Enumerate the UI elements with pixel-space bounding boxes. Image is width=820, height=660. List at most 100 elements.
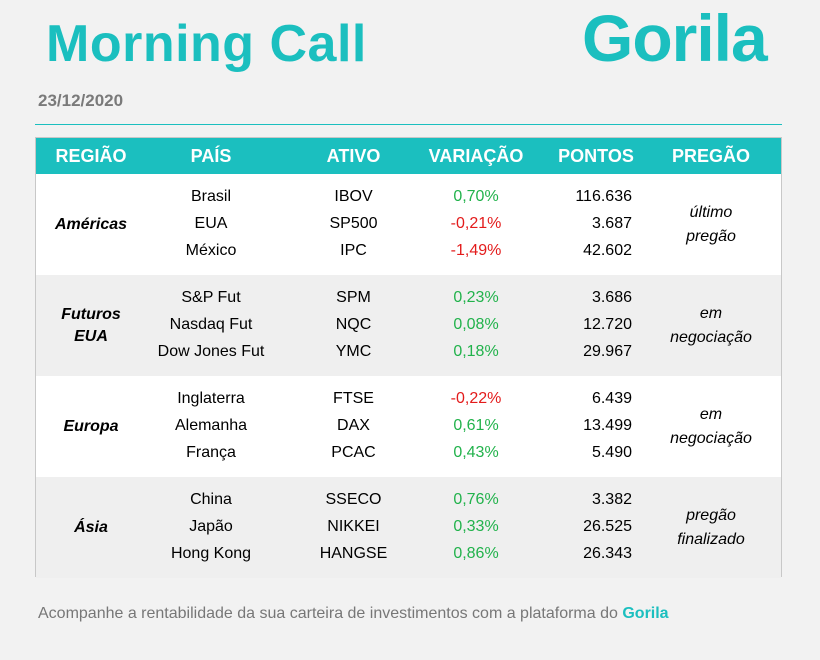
- page-title: Morning Call: [46, 15, 367, 73]
- table-row: Japão NIKKEI 0,33% 26.525: [36, 514, 781, 541]
- country-cell: Dow Jones Fut: [157, 343, 265, 360]
- country-cell: EUA: [194, 215, 228, 232]
- points-cell: 12.720: [583, 316, 632, 333]
- table-row: Brasil IBOV 0,70% 116.636: [36, 184, 781, 211]
- country-cell: Japão: [189, 518, 233, 535]
- footer-text: Acompanhe a rentabilidade da sua carteir…: [38, 605, 623, 622]
- trading-status-line: pregão: [686, 506, 736, 524]
- table-row: China SSECO 0,76% 3.382: [36, 487, 781, 514]
- region-group: Futuros EUA S&P Fut SPM 0,23% 3.686 Nasdaq Fut…: [36, 275, 781, 376]
- region-label-line: Ásia: [74, 518, 108, 536]
- asset-cell: IBOV: [334, 188, 373, 205]
- asset-cell: FTSE: [333, 390, 374, 407]
- table-row: Alemanha DAX 0,61% 13.499: [36, 413, 781, 440]
- region-label: Futuros EUA: [36, 275, 146, 376]
- variation-cell: 0,70%: [453, 188, 499, 205]
- col-header-regiao: REGIÃO: [55, 146, 127, 166]
- gorila-logo: Gorila: [582, 1, 768, 75]
- country-cell: China: [190, 491, 232, 508]
- asset-cell: DAX: [337, 417, 370, 434]
- asset-cell: YMC: [335, 343, 372, 360]
- asset-cell: NIKKEI: [327, 518, 380, 535]
- trading-status: em negociação: [646, 275, 776, 376]
- region-label-line: Américas: [54, 215, 128, 233]
- asset-cell: IPC: [340, 242, 367, 259]
- country-cell: México: [185, 242, 237, 259]
- points-cell: 13.499: [583, 417, 632, 434]
- variation-cell: 0,43%: [453, 444, 499, 461]
- header-divider: [35, 124, 782, 125]
- variation-cell: 0,61%: [453, 417, 499, 434]
- trading-status-line: em: [699, 304, 723, 322]
- country-cell: Brasil: [190, 188, 231, 205]
- asset-cell: SSECO: [325, 491, 382, 508]
- table-row: Hong Kong HANGSE 0,86% 26.343: [36, 541, 781, 568]
- variation-cell: 0,86%: [453, 545, 499, 562]
- trading-status-line: em: [699, 405, 723, 423]
- table-row: México IPC -1,49% 42.602: [36, 238, 781, 265]
- region-label: Europa: [36, 376, 146, 477]
- points-cell: 26.343: [583, 545, 632, 562]
- country-cell: França: [186, 444, 236, 461]
- country-cell: Alemanha: [174, 417, 248, 434]
- points-cell: 6.439: [591, 390, 632, 407]
- asset-cell: HANGSE: [319, 545, 388, 562]
- variation-cell: 0,18%: [453, 343, 499, 360]
- country-cell: Inglaterra: [177, 390, 245, 407]
- variation-cell: 0,23%: [453, 289, 499, 306]
- points-cell: 5.490: [591, 444, 632, 461]
- points-cell: 3.382: [591, 491, 632, 508]
- trading-status: pregão finalizado: [646, 477, 776, 578]
- points-cell: 116.636: [575, 188, 632, 205]
- variation-cell: 0,76%: [453, 491, 499, 508]
- table-row: Inglaterra FTSE -0,22% 6.439: [36, 386, 781, 413]
- country-cell: Hong Kong: [170, 545, 252, 562]
- footer-note: Acompanhe a rentabilidade da sua carteir…: [38, 605, 669, 623]
- points-cell: 26.525: [583, 518, 632, 535]
- region-label-line: Europa: [63, 417, 119, 435]
- trading-status-line: último: [689, 203, 733, 221]
- table-row: Nasdaq Fut NQC 0,08% 12.720: [36, 312, 781, 339]
- region-label-line: EUA: [74, 327, 108, 345]
- variation-cell: -1,49%: [450, 242, 502, 259]
- points-cell: 3.687: [591, 215, 632, 232]
- variation-cell: 0,33%: [453, 518, 499, 535]
- region-group: Ásia China SSECO 0,76% 3.382 Japão NIKKEI 0,33%…: [36, 477, 781, 578]
- trading-status: em negociação: [646, 376, 776, 477]
- points-cell: 29.967: [583, 343, 632, 360]
- report-date: 23/12/2020: [38, 91, 124, 110]
- table-row: França PCAC 0,43% 5.490: [36, 440, 781, 467]
- asset-cell: NQC: [335, 316, 372, 333]
- table-row: S&P Fut SPM 0,23% 3.686: [36, 285, 781, 312]
- region-label: Ásia: [36, 477, 146, 578]
- points-cell: 42.602: [583, 242, 632, 259]
- col-header-pontos: PONTOS: [558, 146, 634, 166]
- trading-status-line: negociação: [670, 328, 752, 346]
- asset-cell: PCAC: [331, 444, 376, 461]
- table-header: REGIÃO PAÍS ATIVO VARIAÇÃO PONTOS PREGÃO: [36, 138, 781, 174]
- footer-brand: Gorila: [622, 605, 669, 622]
- col-header-pais: PAÍS: [190, 146, 232, 166]
- trading-status-line: negociação: [670, 429, 752, 447]
- variation-cell: 0,08%: [453, 316, 499, 333]
- region-group: Américas Brasil IBOV 0,70% 116.636 EUA SP500 -0…: [36, 174, 781, 275]
- variation-cell: -0,22%: [450, 390, 502, 407]
- points-cell: 3.686: [591, 289, 632, 306]
- country-cell: S&P Fut: [181, 289, 241, 306]
- region-group: Europa Inglaterra FTSE -0,22% 6.439 Alemanha D…: [36, 376, 781, 477]
- trading-status: último pregão: [646, 174, 776, 275]
- market-table: REGIÃO PAÍS ATIVO VARIAÇÃO PONTOS PREGÃO…: [35, 137, 782, 578]
- region-label-line: Futuros: [61, 305, 121, 323]
- country-cell: Nasdaq Fut: [169, 316, 253, 333]
- trading-status-line: finalizado: [677, 530, 745, 548]
- asset-cell: SP500: [329, 215, 378, 232]
- table-row: EUA SP500 -0,21% 3.687: [36, 211, 781, 238]
- col-header-ativo: ATIVO: [326, 146, 381, 166]
- trading-status-line: pregão: [686, 227, 736, 245]
- variation-cell: -0,21%: [450, 215, 502, 232]
- table-row: Dow Jones Fut YMC 0,18% 29.967: [36, 339, 781, 366]
- asset-cell: SPM: [336, 289, 371, 306]
- region-label: Américas: [36, 174, 146, 275]
- col-header-variacao: VARIAÇÃO: [428, 146, 524, 166]
- col-header-pregao: PREGÃO: [671, 146, 750, 166]
